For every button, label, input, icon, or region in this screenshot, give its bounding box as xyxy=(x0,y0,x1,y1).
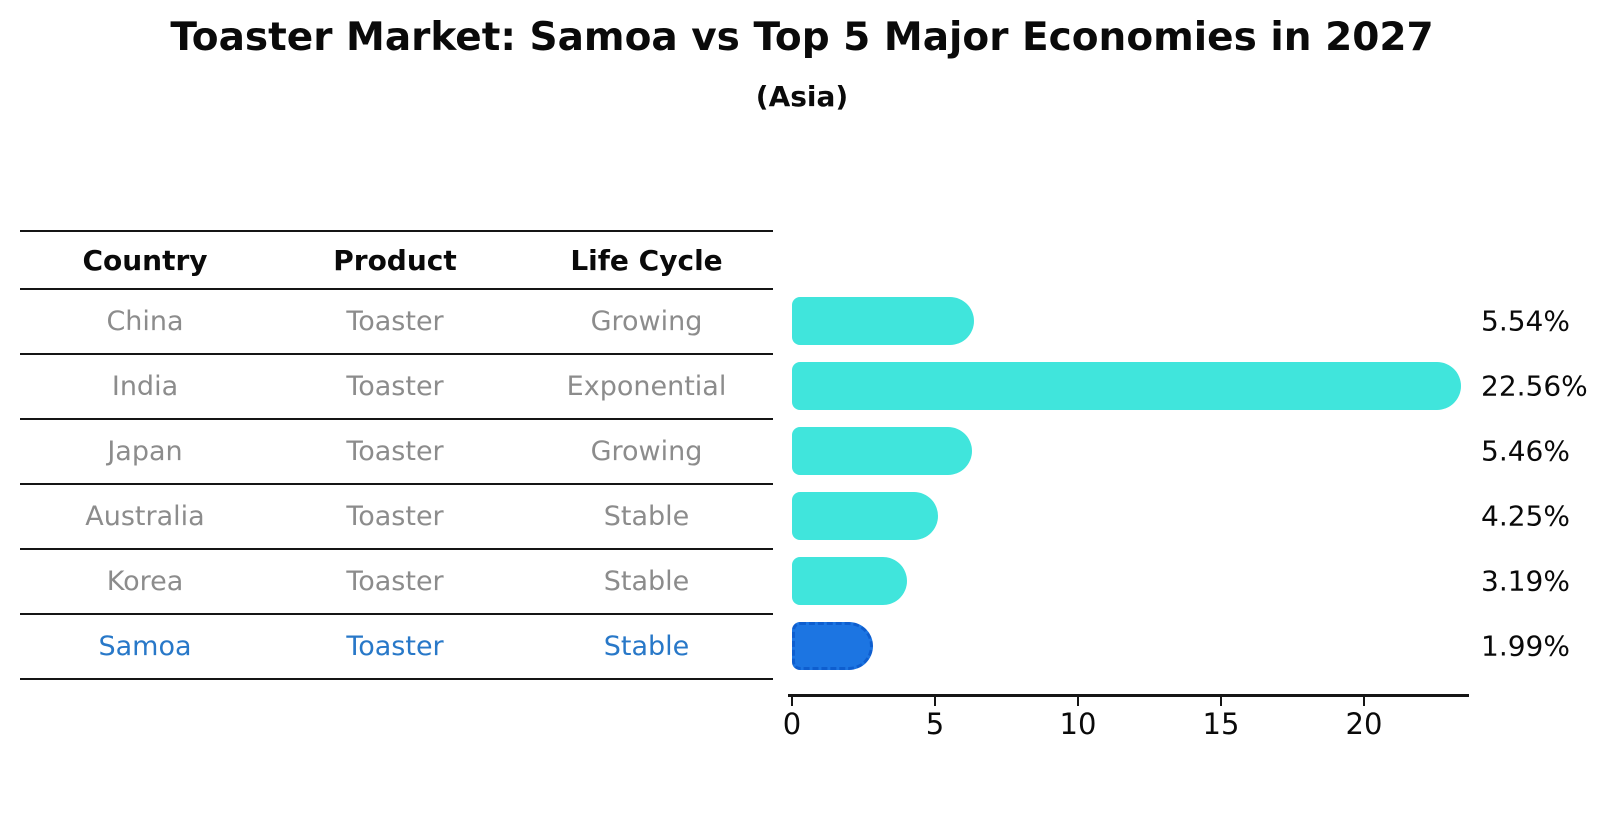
bar-japan xyxy=(792,427,973,475)
bar-china xyxy=(792,297,975,345)
cell-life-cycle: Growing xyxy=(590,306,703,337)
bar-korea xyxy=(792,557,908,605)
column-header-product: Product xyxy=(333,243,457,277)
table-row-china: China Toaster Growing xyxy=(20,290,773,355)
table-row-korea: Korea Toaster Stable xyxy=(20,550,773,615)
cell-country: India xyxy=(111,371,179,402)
column-header-country: Country xyxy=(82,243,208,277)
value-label-japan: 5.46% xyxy=(1481,434,1570,468)
x-axis-tick-20 xyxy=(1363,697,1365,706)
cell-product: Toaster xyxy=(346,566,444,597)
cell-product: Toaster xyxy=(346,306,444,337)
cell-country: Samoa xyxy=(98,631,192,662)
cell-product: Toaster xyxy=(346,371,444,402)
table-row-samoa: Samoa Toaster Stable xyxy=(20,615,773,680)
table-row-australia: Australia Toaster Stable xyxy=(20,485,773,550)
x-axis-tick-label: 10 xyxy=(1059,707,1097,741)
table-row-japan: Japan Toaster Growing xyxy=(20,420,773,485)
cell-life-cycle: Stable xyxy=(603,566,690,597)
cell-product: Toaster xyxy=(346,631,444,662)
value-label-india: 22.56% xyxy=(1481,369,1588,403)
x-axis-tick-label: 0 xyxy=(782,707,802,741)
chart-title: Toaster Market: Samoa vs Top 5 Major Eco… xyxy=(170,15,1434,60)
bar-india xyxy=(792,362,1462,410)
chart-subtitle: (Asia) xyxy=(755,80,849,113)
cell-product: Toaster xyxy=(346,436,444,467)
bar-australia xyxy=(792,492,938,540)
value-label-australia: 4.25% xyxy=(1481,499,1570,533)
value-label-china: 5.54% xyxy=(1481,304,1570,338)
cell-life-cycle: Stable xyxy=(603,631,690,662)
x-axis-tick-10 xyxy=(1077,697,1079,706)
cell-product: Toaster xyxy=(346,501,444,532)
cell-country: Korea xyxy=(106,566,184,597)
cell-country: Japan xyxy=(107,436,183,467)
cell-life-cycle: Growing xyxy=(590,436,703,467)
table-row-india: India Toaster Exponential xyxy=(20,355,773,420)
x-axis-tick-5 xyxy=(934,697,936,706)
x-axis-tick-0 xyxy=(791,697,793,706)
cell-life-cycle: Stable xyxy=(603,501,690,532)
x-axis-line xyxy=(788,694,1469,697)
value-label-korea: 3.19% xyxy=(1481,564,1570,598)
value-label-samoa: 1.99% xyxy=(1481,629,1570,663)
cell-country: China xyxy=(106,306,184,337)
x-axis-tick-label: 5 xyxy=(925,707,945,741)
table-header-row: Country Product Life Cycle xyxy=(20,232,773,290)
x-axis-tick-15 xyxy=(1220,697,1222,706)
cell-country: Australia xyxy=(85,501,205,532)
column-header-life-cycle: Life Cycle xyxy=(570,243,723,277)
bar-samoa xyxy=(792,622,873,670)
country-table: Country Product Life Cycle China Toaster… xyxy=(20,230,773,680)
x-axis-tick-label: 15 xyxy=(1202,707,1240,741)
cell-life-cycle: Exponential xyxy=(566,371,727,402)
x-axis-tick-label: 20 xyxy=(1345,707,1383,741)
